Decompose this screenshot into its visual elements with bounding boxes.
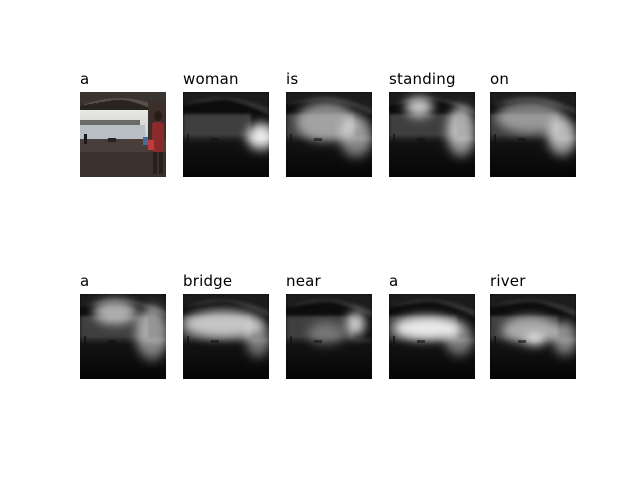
attention-cell: standing [389,70,475,177]
caption-word: river [490,272,526,290]
attention-cell: bridge [183,272,269,379]
caption-word: a [389,272,399,290]
caption-word: a [80,70,90,88]
attention-cell: river [490,272,576,379]
source-photo [80,92,166,177]
attention-map [286,92,372,177]
attention-cell: woman [183,70,269,177]
attention-cell: on [490,70,576,177]
caption-word: near [286,272,321,290]
caption-word: a [80,272,90,290]
attention-map [183,92,269,177]
attention-map [183,294,269,379]
attention-cell: near [286,272,372,379]
caption-word: is [286,70,299,88]
attention-map [490,294,576,379]
attention-cell: a [80,70,166,177]
caption-word: bridge [183,272,233,290]
attention-cell: a [80,272,166,379]
attention-map [389,92,475,177]
attention-map [490,92,576,177]
attention-cell: a [389,272,475,379]
attention-map [389,294,475,379]
attention-map [286,294,372,379]
caption-word: standing [389,70,456,88]
attention-cell: is [286,70,372,177]
attention-map [80,294,166,379]
caption-word: woman [183,70,239,88]
caption-word: on [490,70,510,88]
